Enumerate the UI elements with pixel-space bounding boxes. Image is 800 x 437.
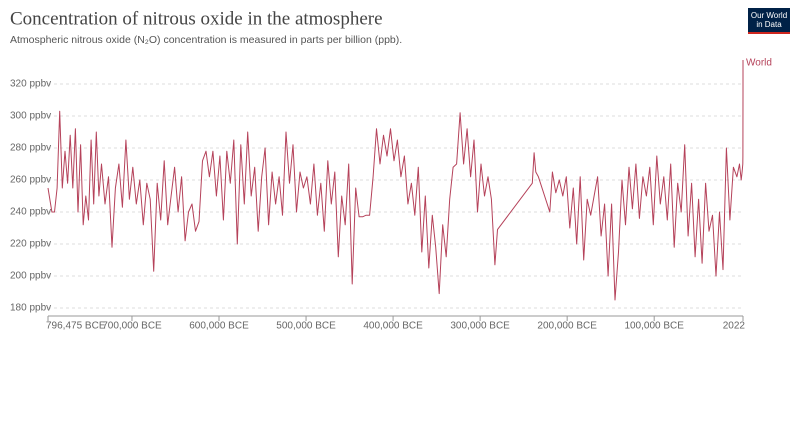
x-tick-label: 600,000 BCE bbox=[189, 321, 249, 332]
y-tick-label: 240 ppbv bbox=[10, 207, 51, 218]
y-tick-label: 220 ppbv bbox=[10, 239, 51, 250]
logo-stripe bbox=[748, 32, 790, 34]
logo-text: Our World in Data bbox=[750, 11, 788, 29]
y-tick-label: 300 ppbv bbox=[10, 111, 51, 122]
data-line bbox=[47, 60, 744, 301]
logo: Our World in Data bbox=[748, 8, 790, 34]
x-tick-label: 2022 bbox=[723, 321, 746, 332]
y-tick-label: 280 ppbv bbox=[10, 143, 51, 154]
chart-title: Concentration of nitrous oxide in the at… bbox=[10, 8, 383, 29]
y-tick-label: 180 ppbv bbox=[10, 303, 51, 314]
logo-text-box: Our World in Data bbox=[750, 11, 788, 29]
y-tick-label: 320 ppbv bbox=[10, 79, 51, 90]
chart-subtitle: Atmospheric nitrous oxide (N₂O) concentr… bbox=[10, 34, 402, 46]
series-label: World bbox=[746, 58, 772, 69]
x-tick-label: 100,000 BCE bbox=[624, 321, 684, 332]
y-tick-label: 200 ppbv bbox=[10, 271, 51, 282]
x-tick-label: 500,000 BCE bbox=[276, 321, 336, 332]
x-tick-label: 700,000 BCE bbox=[102, 321, 162, 332]
x-tick-label: 400,000 BCE bbox=[363, 321, 423, 332]
x-tick-label: 300,000 BCE bbox=[450, 321, 510, 332]
x-tick-label: 796,475 BCE bbox=[46, 321, 106, 332]
x-tick-label: 200,000 BCE bbox=[537, 321, 597, 332]
y-tick-label: 260 ppbv bbox=[10, 175, 51, 186]
logo-box bbox=[748, 8, 790, 34]
